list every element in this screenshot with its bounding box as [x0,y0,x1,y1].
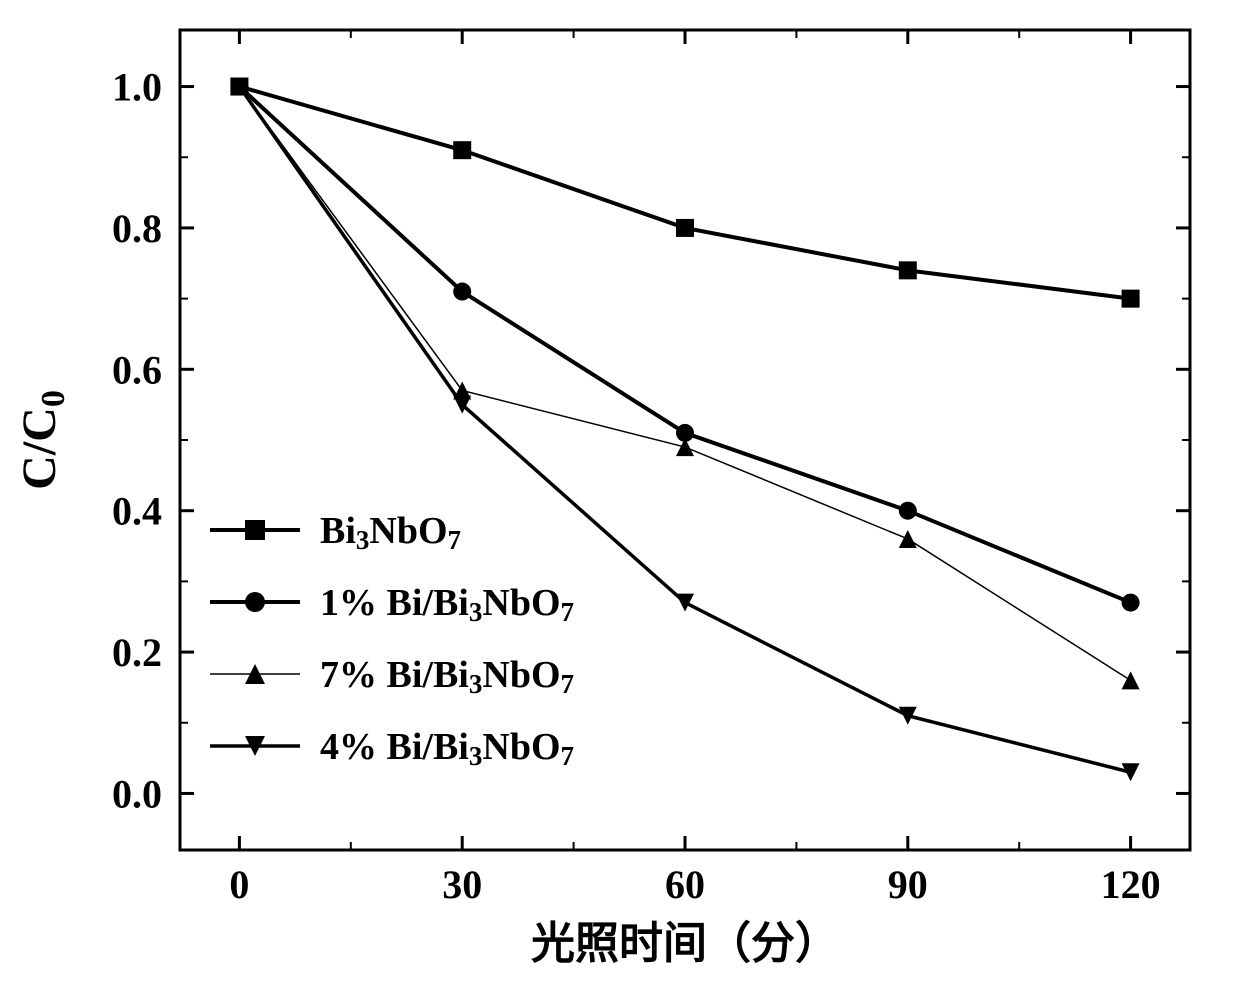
svg-text:60: 60 [665,862,705,907]
svg-text:90: 90 [888,862,928,907]
line-chart: 0 30 60 90 120 0.0 0.2 0.4 0.6 0.8 1.0 光照时间（分） C/C0 B… [0,0,1240,988]
svg-text:1.0: 1.0 [112,65,162,110]
svg-text:30: 30 [442,862,482,907]
svg-text:0.4: 0.4 [112,489,162,534]
svg-text:C/C0: C/C0 [13,390,72,490]
svg-text:0.0: 0.0 [112,771,162,816]
chart-container: 0 30 60 90 120 0.0 0.2 0.4 0.6 0.8 1.0 光照时间（分） C/C0 B… [0,0,1240,988]
svg-text:0.6: 0.6 [112,347,162,392]
svg-text:Bi3NbO7: Bi3NbO7 [320,510,461,555]
svg-text:7% Bi/Bi3NbO7: 7% Bi/Bi3NbO7 [320,654,574,699]
svg-text:1% Bi/Bi3NbO7: 1% Bi/Bi3NbO7 [320,582,574,627]
svg-text:0.8: 0.8 [112,206,162,251]
svg-text:光照时间（分）: 光照时间（分） [531,919,839,968]
svg-text:0.2: 0.2 [112,630,162,675]
svg-text:120: 120 [1101,862,1161,907]
svg-text:4% Bi/Bi3NbO7: 4% Bi/Bi3NbO7 [320,726,574,771]
svg-text:0: 0 [229,862,249,907]
